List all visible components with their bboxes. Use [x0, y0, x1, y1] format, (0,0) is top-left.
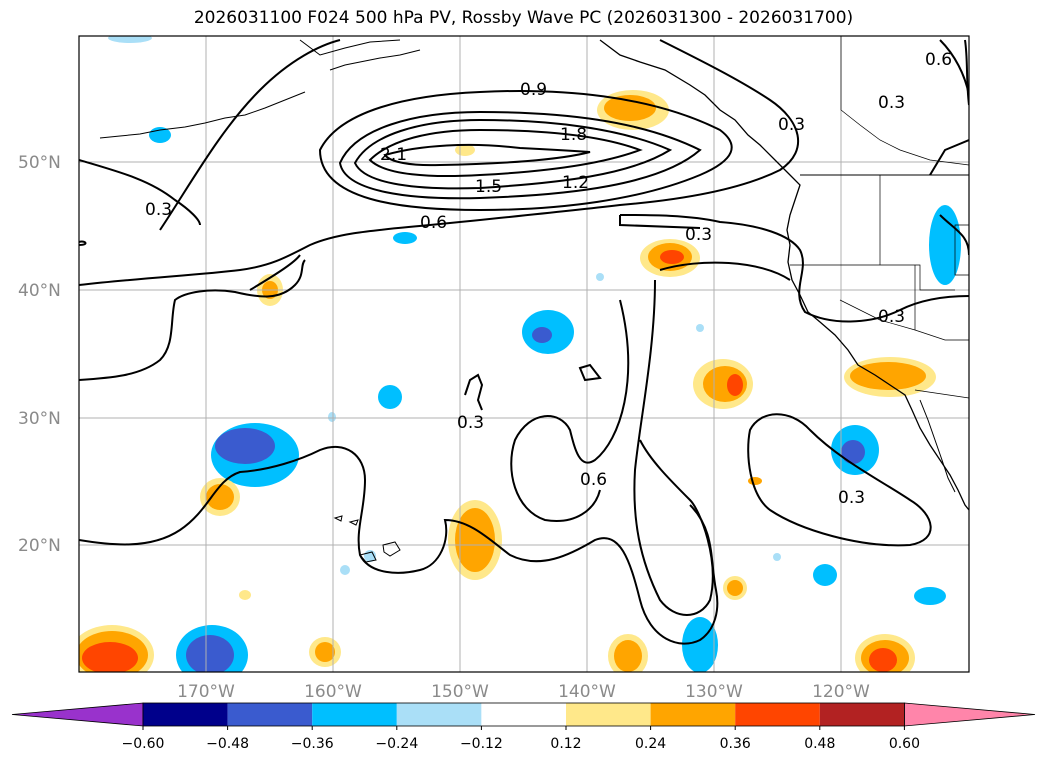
lat-label: 30°N [18, 409, 61, 429]
lon-label: 130°W [685, 682, 743, 702]
colorbar-extend-low [11, 702, 144, 727]
contour-label: 0.6 [925, 50, 952, 70]
contour-label: 1.8 [560, 125, 587, 145]
contour-label: 0.3 [685, 225, 712, 245]
contour-label: 0.9 [520, 80, 547, 100]
lon-label: 140°W [558, 682, 616, 702]
contour-label-group: 0.9 1.8 2.1 1.5 1.2 0.6 0.3 0.3 0.3 0.3 … [145, 50, 952, 508]
colorbar-segment [143, 703, 228, 726]
colorbar-tick-label: 0.12 [550, 736, 581, 752]
colorbar-ticks: −0.60 −0.48 −0.36 −0.24 −0.12 0.12 0.24 0.36 0.4… [122, 726, 920, 752]
colorbar-tick-label: 0.36 [720, 736, 751, 752]
lon-label: 120°W [812, 682, 870, 702]
colorbar-segment [481, 703, 566, 726]
positive-anomalies [79, 90, 936, 672]
colorbar-tick-label: −0.24 [375, 736, 418, 752]
contour-label: 0.3 [838, 488, 865, 508]
colorbar-extend-high [904, 702, 1036, 727]
colorbar-segment [396, 703, 482, 726]
contour-label: 2.1 [380, 145, 407, 165]
coastlines [99, 36, 969, 563]
colorbar-tick-label: 0.48 [804, 736, 835, 752]
lon-label: 170°W [177, 682, 235, 702]
contour-label: 1.5 [475, 177, 502, 197]
contour-label: 0.3 [878, 93, 905, 113]
lon-label: 150°W [431, 682, 489, 702]
contour-label: 0.3 [457, 413, 484, 433]
pv-contours [79, 39, 969, 645]
lat-label: 20°N [18, 536, 61, 556]
longitude-labels: 170°W 160°W 150°W 140°W 130°W 120°W [177, 682, 870, 702]
contour-label: 0.3 [878, 307, 905, 327]
colorbar-segment [819, 703, 905, 726]
colorbar: −0.60 −0.48 −0.36 −0.24 −0.12 0.12 0.24 0.36 0.4… [11, 702, 1036, 752]
map-frame [78, 35, 970, 673]
colorbar-tick-label: −0.48 [206, 736, 249, 752]
contour-label: 1.2 [562, 173, 589, 193]
lat-label: 50°N [18, 153, 61, 173]
lat-label: 40°N [18, 281, 61, 301]
contour-label: 0.3 [778, 115, 805, 135]
colorbar-tick-label: −0.36 [291, 736, 334, 752]
colorbar-segment [735, 703, 820, 726]
colorbar-segments [11, 702, 1036, 727]
colorbar-segment [312, 703, 397, 726]
colorbar-segment [566, 703, 651, 726]
colorbar-tick-label: −0.60 [122, 736, 165, 752]
colorbar-tick-label: 0.24 [635, 736, 666, 752]
colorbar-tick-label: 0.60 [889, 736, 920, 752]
contour-label: 0.6 [580, 470, 607, 490]
colorbar-segment [650, 703, 736, 726]
negative-anomalies [108, 36, 961, 672]
contour-label: 0.6 [420, 213, 447, 233]
lon-label: 160°W [304, 682, 362, 702]
map-title: 2026031100 F024 500 hPa PV, Rossby Wave … [193, 8, 854, 28]
colorbar-segment [227, 703, 313, 726]
colorbar-tick-label: −0.12 [460, 736, 503, 752]
colorbar-outline [142, 702, 905, 727]
contour-label: 0.3 [145, 200, 172, 220]
pv-anomaly-shading [79, 36, 961, 672]
latitude-labels: 50°N 40°N 30°N 20°N [18, 153, 61, 556]
